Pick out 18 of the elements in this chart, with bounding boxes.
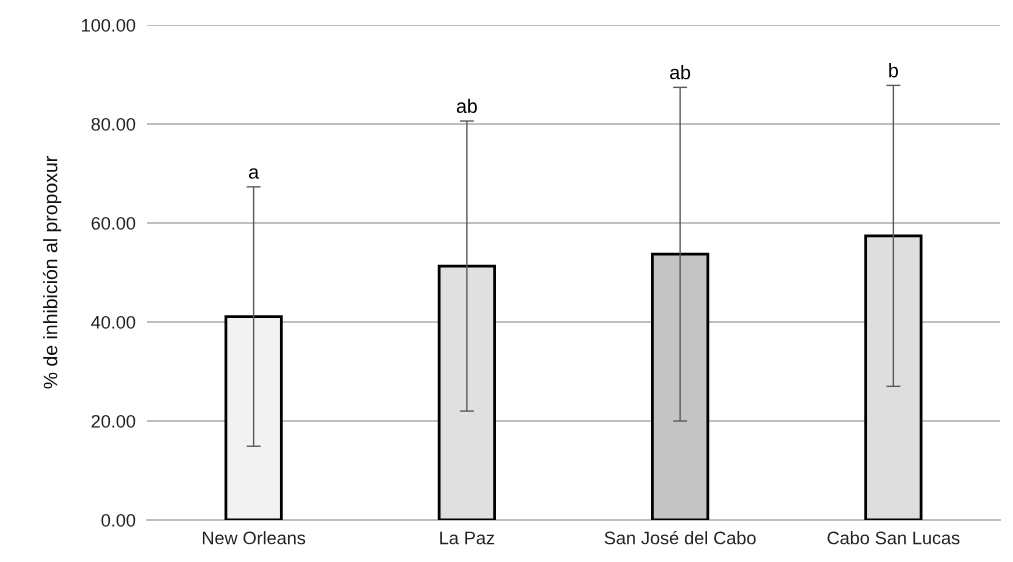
x-tick-label: Cabo San Lucas <box>827 531 960 545</box>
y-axis-title: % de inhibición al propoxur <box>42 156 62 389</box>
x-tick-label: San José del Cabo <box>604 530 756 545</box>
annotation: a <box>249 168 260 179</box>
y-tick-label: 20.00 <box>91 414 136 428</box>
y-tick-label: 60.00 <box>91 216 136 230</box>
y-tick-label: 100.00 <box>82 18 136 32</box>
y-tick-label: 80.00 <box>91 117 136 131</box>
x-tick-label: New Orleans <box>202 531 306 545</box>
bar <box>224 315 283 520</box>
annotation: ab <box>456 98 477 114</box>
annotation: b <box>889 63 898 78</box>
bar <box>437 264 496 520</box>
bar <box>864 234 923 520</box>
x-tick-label: La Paz <box>440 531 495 545</box>
y-tick-label: 40.00 <box>91 315 136 329</box>
annotation: ab <box>670 65 691 80</box>
y-tick-label: 0.00 <box>101 513 136 527</box>
